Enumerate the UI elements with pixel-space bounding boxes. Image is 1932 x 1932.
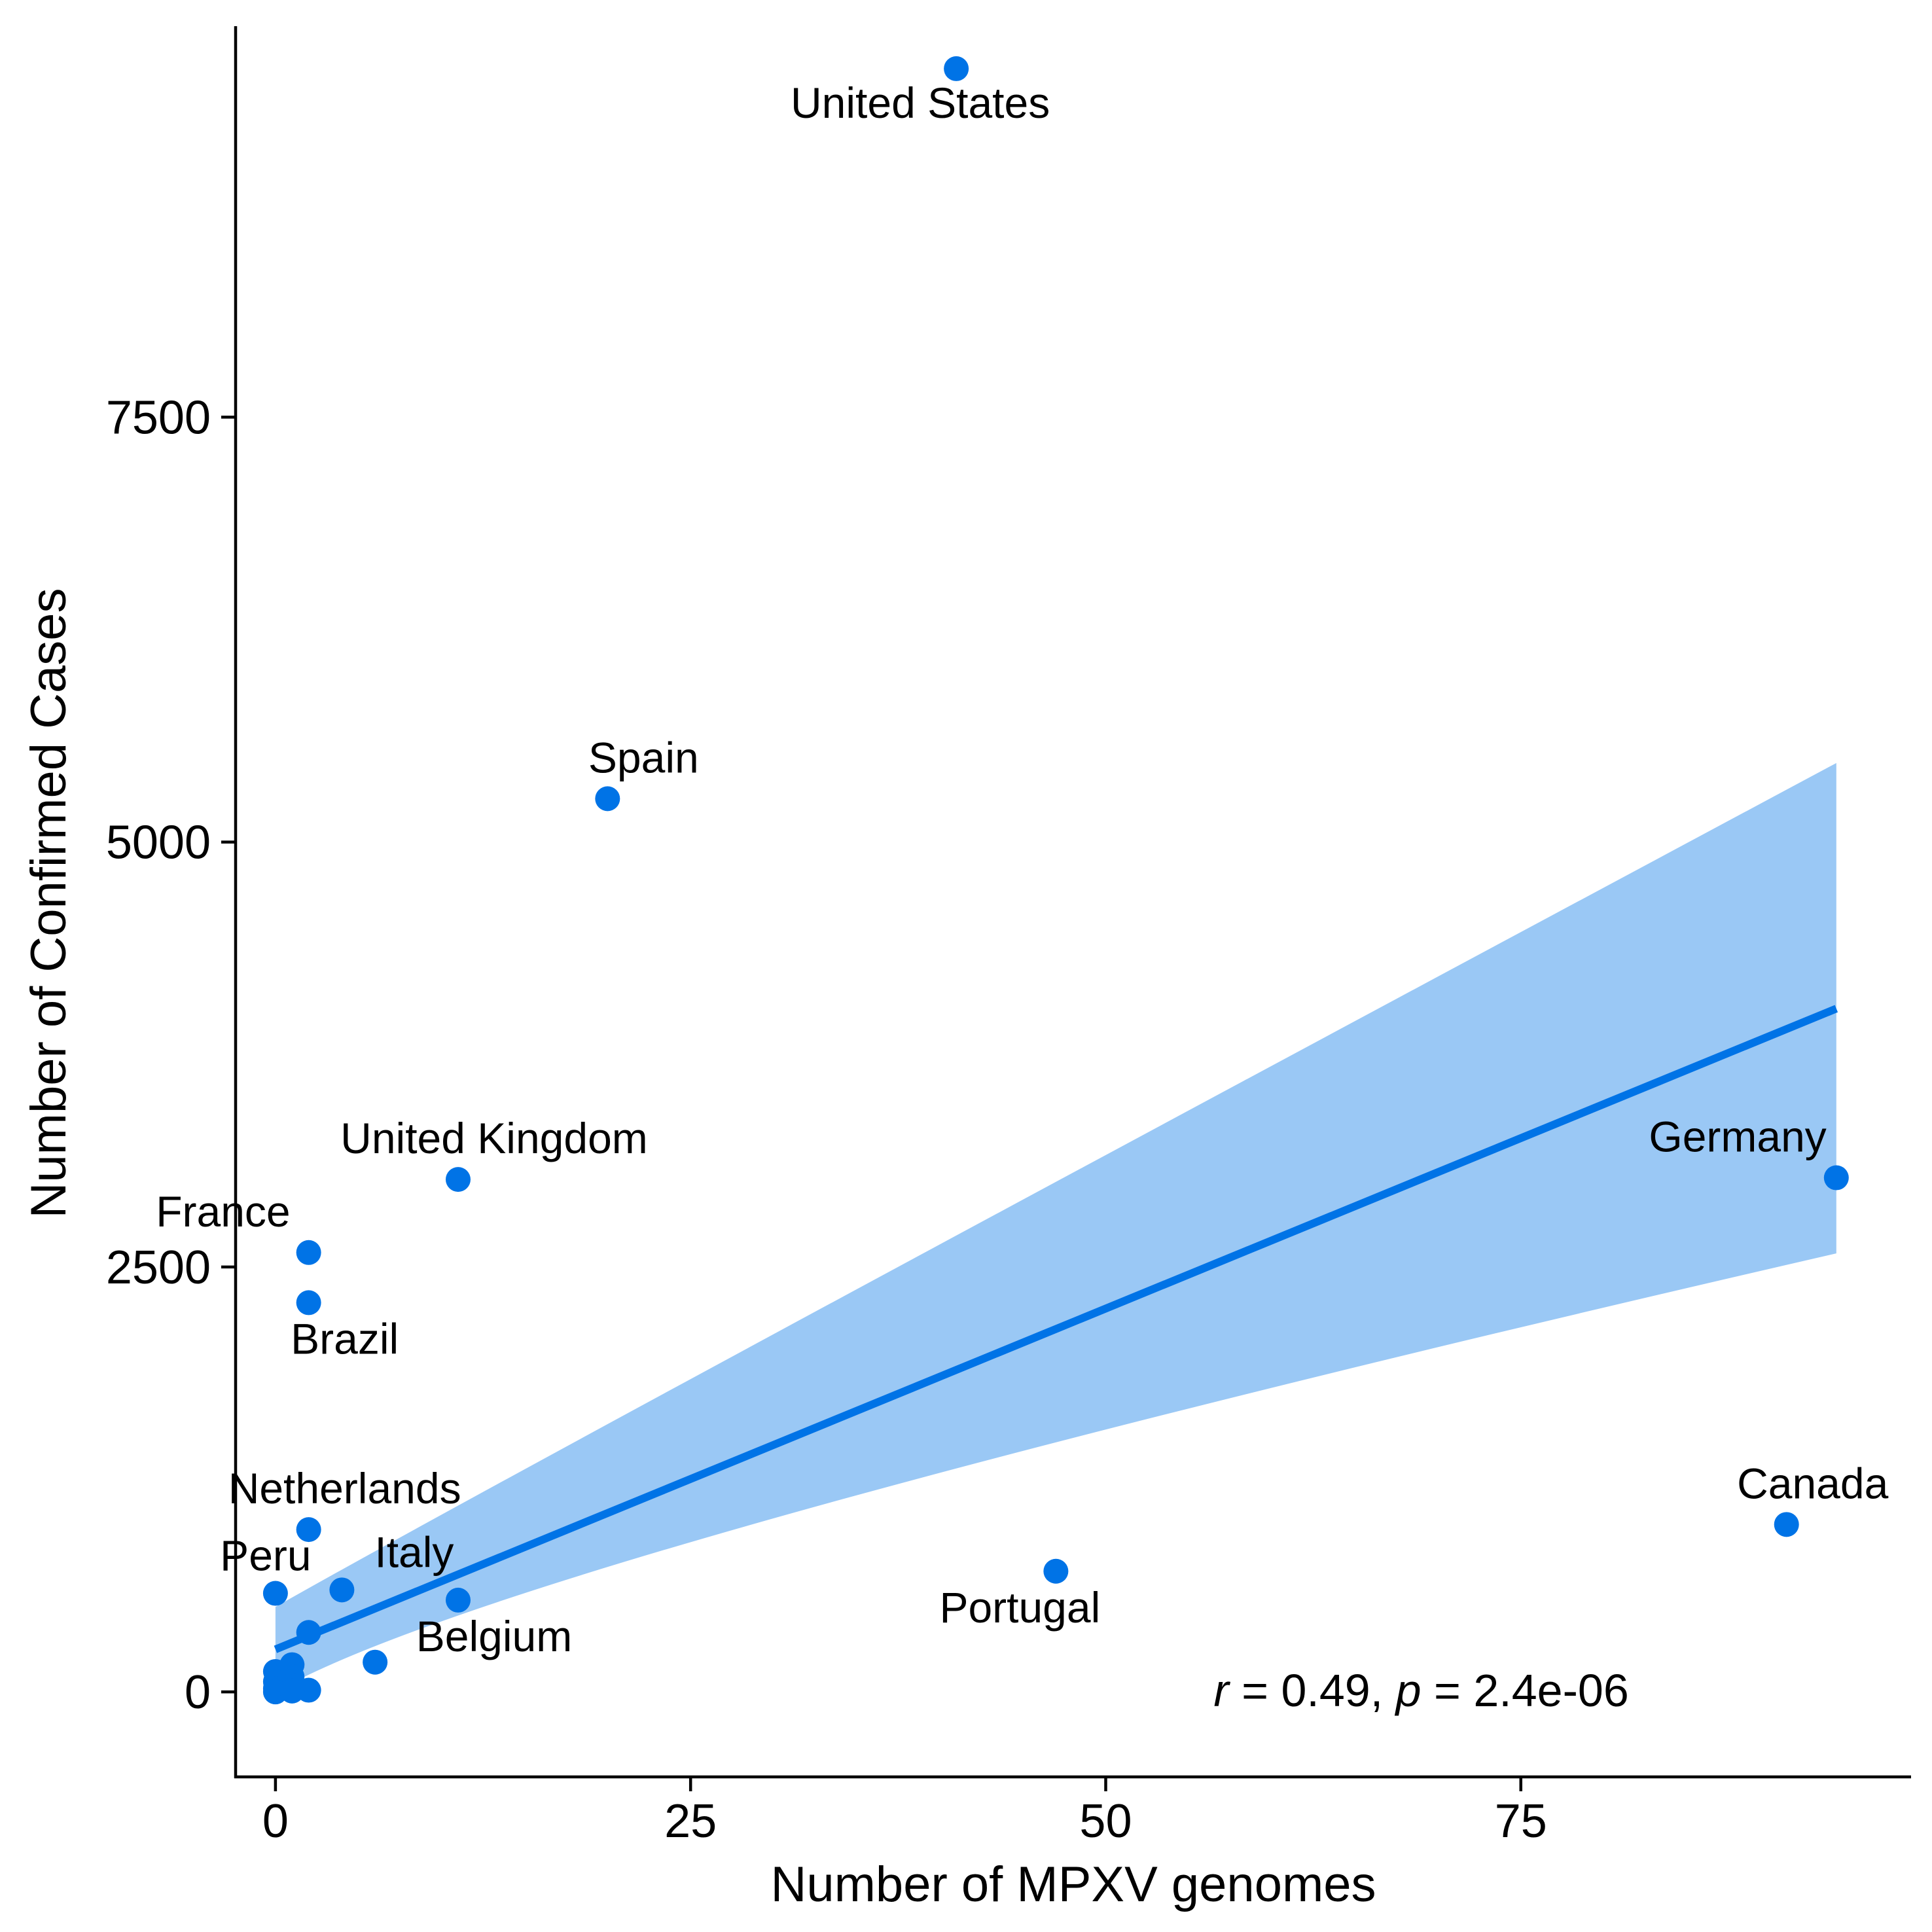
data-point xyxy=(1823,1165,1849,1190)
data-point xyxy=(445,1167,471,1192)
x-tick-label: 50 xyxy=(1079,1795,1132,1848)
y-tick-label: 2500 xyxy=(106,1242,211,1294)
x-axis-title: Number of MPXV genomes xyxy=(770,1857,1376,1912)
point-label: Spain xyxy=(588,733,699,781)
regression-line-layer xyxy=(274,1005,1838,1653)
data-point xyxy=(279,1678,305,1704)
y-tick-label: 0 xyxy=(185,1666,211,1719)
point-label: Netherlands xyxy=(228,1464,461,1512)
data-point xyxy=(296,1240,321,1265)
p-value: = 2.4e-06 xyxy=(1422,1665,1629,1716)
r-value: = 0.49, xyxy=(1229,1665,1396,1716)
confidence-band-layer xyxy=(275,762,1836,1692)
x-tick-label: 0 xyxy=(262,1795,289,1848)
point-labels-layer: United States Spain United Kingdom Germany F… xyxy=(156,79,1888,1660)
point-label: Belgium xyxy=(416,1612,572,1660)
data-point xyxy=(363,1649,388,1675)
data-point xyxy=(329,1577,355,1603)
correlation-annotation: r = 0.49, p = 2.4e-06 xyxy=(1213,1665,1628,1716)
confidence-band xyxy=(275,762,1836,1692)
x-tick-label: 75 xyxy=(1495,1795,1547,1848)
data-point xyxy=(944,56,969,81)
data-point xyxy=(1043,1558,1069,1584)
data-points-layer xyxy=(262,56,1849,1705)
point-label: Italy xyxy=(374,1528,454,1576)
point-label: United States xyxy=(791,79,1050,127)
y-tick-label: 5000 xyxy=(106,817,211,869)
data-point xyxy=(296,1290,321,1315)
point-label: Canada xyxy=(1737,1459,1888,1507)
data-point xyxy=(296,1517,321,1543)
point-label: United Kingdom xyxy=(340,1114,648,1162)
r-symbol: r xyxy=(1213,1665,1230,1716)
axes-layer: 0 25 50 75 0 2500 5000 7500 xyxy=(106,26,1911,1848)
point-label: Germany xyxy=(1649,1113,1826,1161)
point-label: Portugal xyxy=(939,1583,1100,1632)
data-point xyxy=(445,1587,471,1613)
p-symbol: p xyxy=(1395,1665,1422,1716)
data-point xyxy=(595,786,620,812)
data-point xyxy=(296,1620,321,1645)
point-label: Peru xyxy=(220,1531,311,1580)
x-tick-label: 25 xyxy=(664,1795,717,1848)
y-tick-label: 7500 xyxy=(106,391,211,444)
y-axis-title: Number of Confirmed Cases xyxy=(21,588,77,1218)
point-label: France xyxy=(156,1187,290,1236)
regression-line xyxy=(274,1005,1838,1653)
point-label: Brazil xyxy=(291,1314,399,1363)
data-point xyxy=(1774,1512,1799,1537)
data-point xyxy=(262,1581,288,1606)
